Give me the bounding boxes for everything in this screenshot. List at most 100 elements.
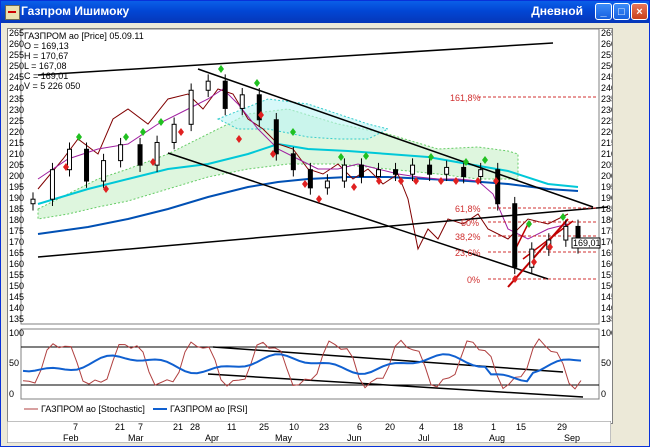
candle-body [256,94,262,121]
day-tick: 1 [491,422,496,432]
sell-signal-marker [270,150,276,158]
sell-signal-marker [302,180,308,188]
sell-signal-marker [531,258,537,266]
price-tick: 165 [601,248,612,258]
price-tick: 150 [9,281,24,291]
candle-body [375,169,381,177]
candle-body [84,148,90,182]
candle-body [512,203,518,268]
candle-body [410,164,416,175]
price-tick: 210 [9,149,24,159]
buy-signal-marker [338,153,344,161]
price-tick: 195 [601,182,612,192]
month-tick: Jul [418,433,430,443]
price-tick: 225 [9,116,24,126]
window-title: Газпром Ишимоку [21,4,130,18]
price-tick: 255 [9,50,24,60]
chart-svg[interactable]: 265 260 255 250 245 240 235 230 225 220 … [8,28,616,423]
price-tick: 260 [601,39,612,49]
price-tick: 235 [9,94,24,104]
buy-signal-marker [482,156,488,164]
price-tick: 220 [601,127,612,137]
price-tick: 185 [9,204,24,214]
fib-label: 23,6% [455,248,481,258]
rsi-legend-label: ГАЗПРОМ ао [RSI] [170,404,247,414]
sell-signal-marker [413,177,419,185]
candle-body [137,144,143,166]
lower-trend-line [167,152,549,280]
price-tick: 255 [601,50,612,60]
price-tick: 265 [601,29,612,38]
price-tick: 155 [9,270,24,280]
price-tick: 220 [9,127,24,137]
price-tick: 165 [9,248,24,258]
price-tick: 175 [601,226,612,236]
price-tick: 185 [601,204,612,214]
day-tick: 4 [419,422,424,432]
price-tick: 210 [601,149,612,159]
stoch-legend-label: ГАЗПРОМ ао [Stochastic] [41,404,145,414]
price-tick: 155 [601,270,612,280]
price-tick: 265 [9,29,24,38]
price-tick: 160 [9,259,24,269]
sell-signal-marker [547,243,553,251]
period-label: Дневной [531,4,583,18]
price-tick: 240 [601,83,612,93]
price-axis-left: 265 260 255 250 245 240 235 230 225 220 … [9,28,24,324]
legend-high: H = 170,67 [24,51,68,61]
upper-channel-line [37,42,554,76]
legend-open: O = 169,13 [24,41,69,51]
price-tick: 180 [601,215,612,225]
candle-body [290,153,296,171]
buy-signal-marker [290,128,296,136]
day-tick: 28 [190,422,200,432]
candle-body [563,225,569,241]
price-tick: 195 [9,182,24,192]
maximize-button[interactable]: □ [613,3,630,20]
day-tick: 23 [319,422,329,432]
price-tick: 225 [601,116,612,126]
day-tick: 21 [173,422,183,432]
sell-signal-marker [376,177,382,185]
cyan-ma-line [37,142,579,205]
sell-signal-marker [438,177,444,185]
price-tick: 200 [9,171,24,181]
candle-body [444,166,450,175]
osc-trend-line [207,373,584,398]
price-tick: 205 [9,160,24,170]
buy-signal-marker [526,220,532,228]
candle-body [239,94,245,109]
sell-signal-marker [236,135,242,143]
candle-body [222,80,228,109]
title-bar[interactable]: Газпром Ишимоку Дневной _ □ × [1,1,649,23]
candle-body [154,141,160,166]
lagging-span-line [37,88,569,251]
candle-body [495,169,501,205]
last-price-value: 169,01 [573,238,601,248]
buy-signal-marker [218,65,224,73]
buy-signal-marker [76,133,82,141]
price-axis-right: 265 260 255 250 245 240 235 230 225 220 … [601,28,616,324]
candle-body [324,180,330,189]
price-tick: 215 [9,138,24,148]
legend-low: L = 167,08 [24,61,66,71]
candle-body [427,164,433,175]
minimize-button[interactable]: _ [595,3,612,20]
price-legend: ГАЗПРОМ ао [Price] 05.09.11 O = 169,13 H… [24,31,144,91]
sell-signal-marker [316,195,322,203]
price-tick: 150 [601,281,612,291]
day-tick: 6 [357,422,362,432]
price-tick: 250 [601,61,612,71]
buy-signal-marker [158,118,164,126]
price-tick: 145 [601,292,612,302]
sell-signal-marker [178,128,184,136]
chart-area[interactable]: 265 260 255 250 245 240 235 230 225 220 … [7,28,616,424]
day-tick: 25 [259,422,269,432]
sell-signal-marker [475,177,481,185]
osc-tick: 0 [9,389,14,399]
fib-anchor-line [507,218,569,288]
price-tick: 170 [601,237,612,247]
last-price-tag [571,237,601,249]
candle-body [66,148,72,171]
close-button[interactable]: × [631,3,648,20]
